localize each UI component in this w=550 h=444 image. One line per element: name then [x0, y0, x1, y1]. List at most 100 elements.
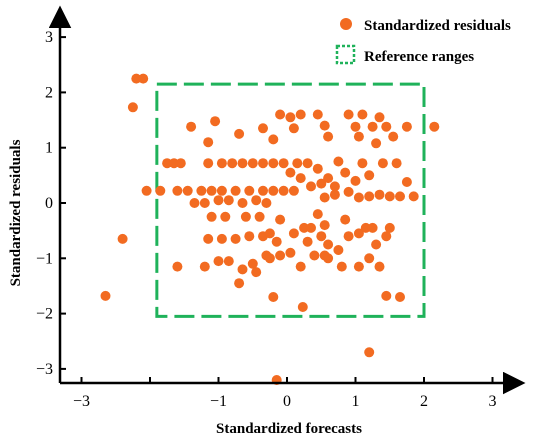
data-point [220, 211, 231, 222]
data-point [275, 250, 286, 261]
legend-marker-residuals [340, 18, 352, 30]
data-point [216, 158, 227, 169]
data-point [223, 195, 234, 206]
data-point [230, 185, 241, 196]
data-point [189, 198, 200, 208]
data-point [364, 253, 375, 264]
data-point [227, 158, 238, 169]
data-point [319, 220, 330, 231]
data-point [285, 247, 296, 258]
data-point [172, 261, 183, 272]
data-point [299, 222, 310, 233]
data-point [264, 228, 275, 239]
data-point [203, 158, 214, 169]
data-point [333, 156, 344, 167]
data-point [329, 181, 340, 192]
y-tick-label: −3 [36, 361, 53, 378]
data-point [182, 185, 193, 196]
data-point [329, 189, 340, 200]
data-point [357, 109, 368, 120]
data-point [336, 261, 347, 272]
data-point [388, 131, 399, 142]
data-point [131, 73, 142, 84]
data-point [306, 181, 316, 192]
data-point [251, 267, 262, 278]
data-point [312, 163, 323, 174]
data-point [353, 131, 364, 142]
x-tick-label: 1 [352, 393, 360, 410]
data-point [247, 258, 258, 269]
data-point [395, 191, 405, 202]
data-point [203, 137, 214, 148]
data-point [216, 233, 227, 244]
data-point [199, 198, 210, 208]
y-tick-label: 3 [45, 29, 53, 46]
data-point [297, 302, 308, 312]
data-point [384, 191, 395, 202]
data-point [377, 158, 388, 169]
data-point [364, 347, 375, 358]
data-point [175, 158, 186, 169]
data-point [258, 158, 268, 169]
data-point [271, 236, 282, 247]
data-point [261, 198, 272, 208]
data-point [316, 178, 327, 189]
data-point [319, 120, 330, 131]
data-point [196, 185, 207, 196]
data-point [353, 228, 364, 239]
data-point [302, 236, 313, 247]
data-point [223, 256, 234, 267]
data-point [312, 209, 323, 220]
data-point [350, 175, 361, 186]
data-point [316, 231, 327, 242]
data-point [367, 222, 378, 233]
data-point [268, 185, 279, 196]
data-point [374, 112, 385, 123]
data-point [240, 211, 251, 222]
y-axis-title: Standardized residuals [8, 139, 24, 286]
data-point [381, 121, 392, 132]
legend-label-reference: Reference ranges [364, 49, 474, 65]
data-point [100, 290, 111, 301]
data-point [374, 261, 385, 272]
legend-label-residuals: Standardized residuals [364, 18, 511, 34]
y-tick-label: 1 [45, 140, 53, 157]
data-point [254, 211, 265, 222]
data-point [364, 191, 375, 202]
data-point [357, 158, 368, 169]
data-point [364, 170, 375, 181]
data-point [234, 128, 245, 139]
data-point [333, 245, 344, 255]
data-point [258, 185, 268, 196]
data-point [381, 231, 392, 242]
data-point [213, 195, 224, 206]
data-point [306, 222, 316, 233]
data-point [285, 167, 296, 178]
y-tick-label: 2 [45, 84, 53, 101]
data-point [288, 185, 299, 196]
data-point [371, 239, 382, 250]
scatter-points [100, 73, 440, 385]
data-point [302, 158, 313, 169]
data-point [429, 121, 440, 132]
data-point [350, 121, 361, 132]
x-ticks: −3 −1 0 1 2 3 [73, 377, 497, 410]
data-point [285, 112, 296, 123]
data-point [309, 250, 320, 261]
data-point [391, 158, 402, 169]
data-point [408, 191, 419, 202]
y-tick-label: −1 [36, 250, 53, 267]
reference-range-box [155, 82, 426, 318]
data-point [353, 192, 364, 203]
data-point [278, 185, 289, 196]
data-point [264, 253, 275, 264]
data-point [244, 231, 255, 242]
data-point [203, 233, 214, 244]
data-point [401, 121, 412, 132]
data-point [127, 102, 138, 113]
data-point [353, 261, 364, 272]
data-point [278, 158, 289, 169]
data-point [323, 253, 334, 264]
data-point [319, 192, 330, 203]
